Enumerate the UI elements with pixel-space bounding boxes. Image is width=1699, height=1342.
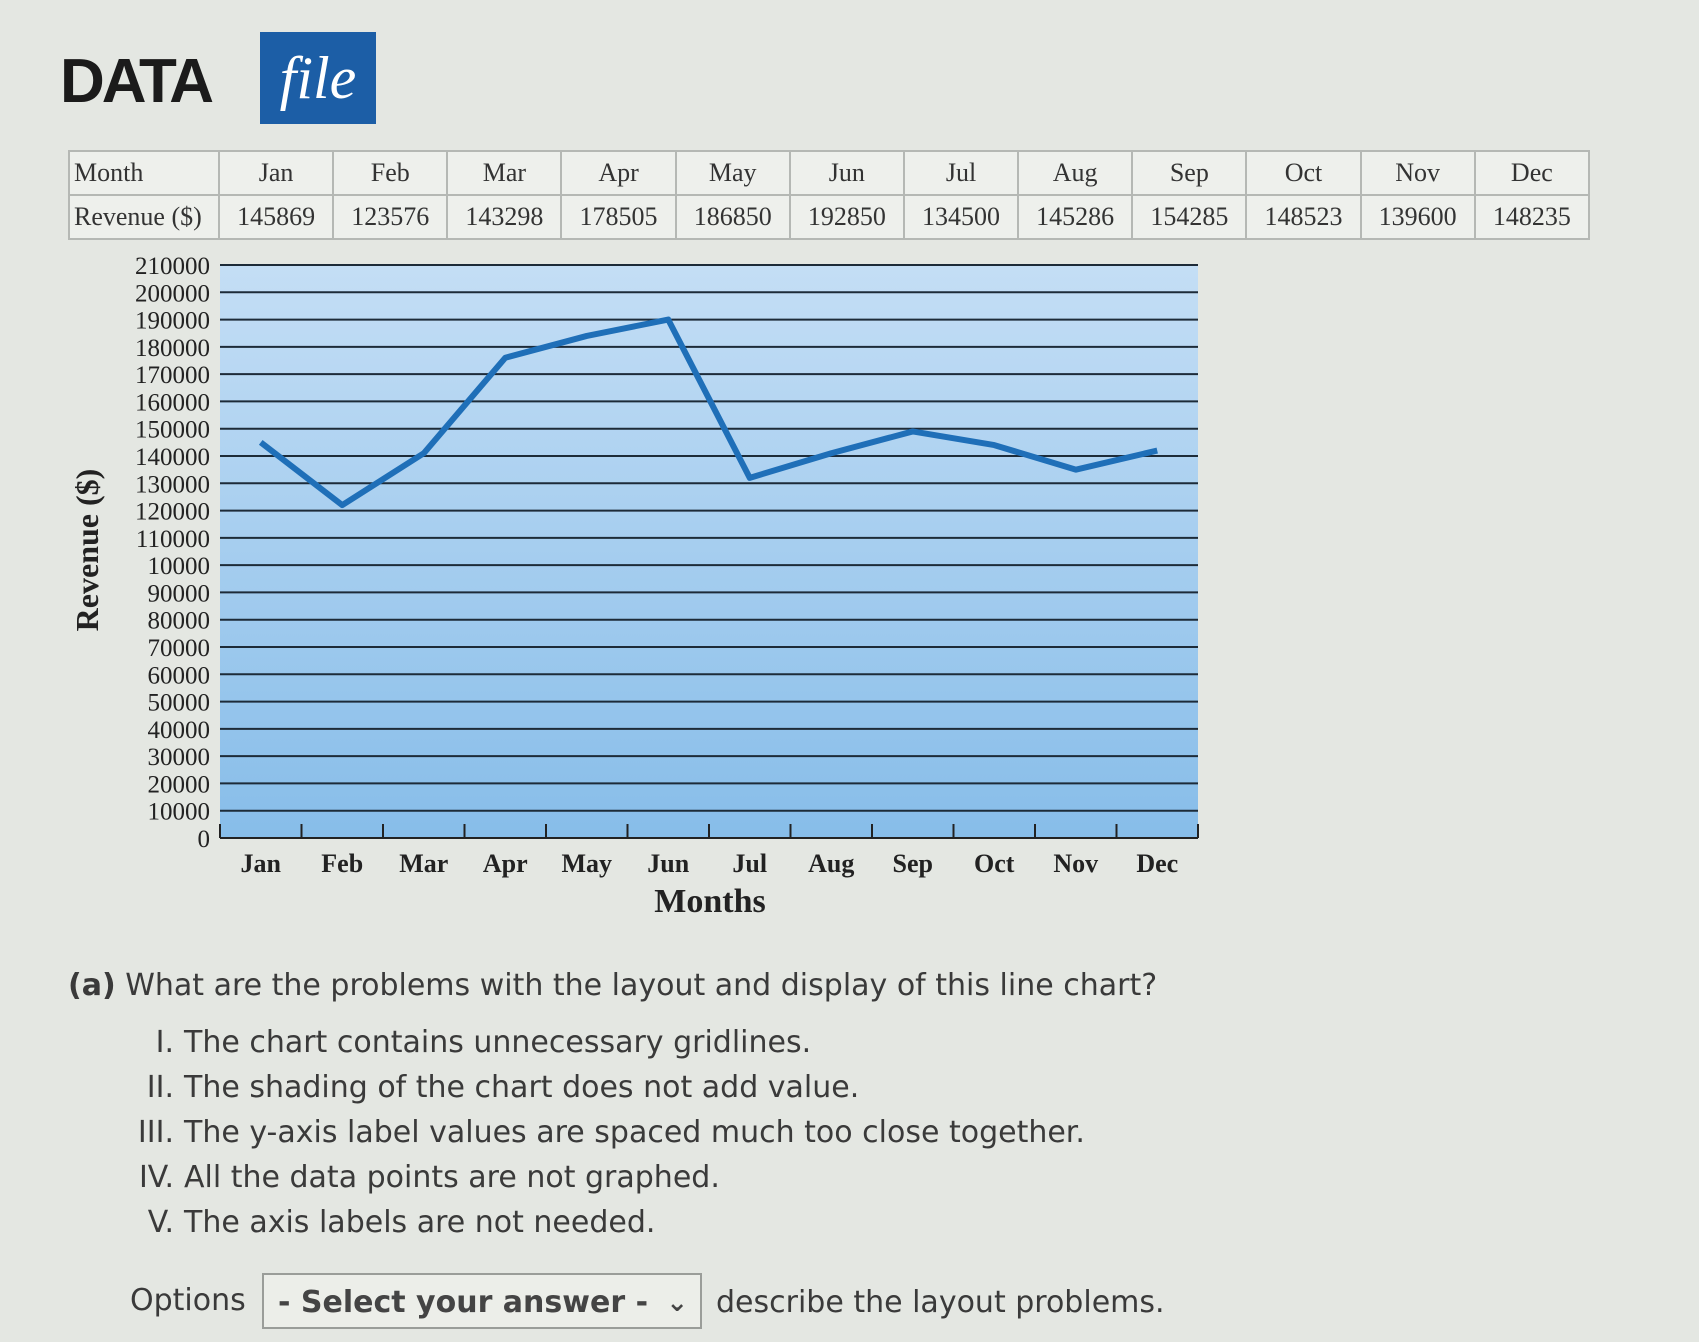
table-cell: Oct (1245, 150, 1362, 196)
table-cell: Nov (1359, 150, 1476, 196)
x-tick-label: Jun (647, 849, 689, 878)
table-row: Month Jan Feb Mar Apr May Jun Jul Aug Sep Oct Nov De… (68, 150, 1591, 196)
item-text: The y-axis label values are spaced much … (184, 1115, 1085, 1150)
x-tick-label: Feb (321, 849, 363, 878)
y-tick-label: 110000 (136, 526, 210, 553)
select-arrow: ⌄ (666, 1288, 688, 1318)
x-tick-label: Sep (893, 849, 933, 878)
item-text: The shading of the chart does not add va… (184, 1070, 860, 1105)
table-cell: 134500 (902, 194, 1020, 240)
table-cell: Aug (1017, 150, 1134, 196)
x-axis-label: Months (654, 883, 765, 920)
y-tick-label: 210000 (135, 253, 210, 280)
y-tick-label: 30000 (148, 744, 211, 771)
table-cell: Mar (446, 150, 563, 196)
y-tick-label: 90000 (148, 580, 211, 607)
table-row: Revenue ($) 145869 123576 143298 178505 18685… (68, 194, 1591, 240)
y-tick-label: 10000 (148, 799, 211, 826)
table-cell: 148235 (1473, 194, 1591, 240)
y-tick-label: 60000 (148, 662, 211, 689)
logo-data: DATA (60, 47, 214, 116)
table-cell: 154285 (1131, 194, 1248, 240)
item-numeral: V. (147, 1205, 174, 1240)
y-tick-label: 130000 (135, 471, 210, 498)
x-tick-label: Jan (241, 849, 282, 878)
y-axis-label: Revenue ($) (69, 469, 105, 632)
x-tick-label: Oct (974, 849, 1015, 878)
y-tick-label: 170000 (135, 362, 210, 389)
item-numeral: II. (146, 1070, 174, 1105)
y-tick-label: 140000 (135, 444, 210, 471)
x-tick-label: Aug (808, 849, 854, 878)
y-tick-label: 10000 (148, 553, 211, 580)
item-text: The chart contains unnecessary gridlines… (184, 1025, 812, 1060)
list-item: IV. All the data points are not graphed. (110, 1160, 720, 1195)
y-tick-label: 160000 (135, 389, 210, 416)
y-tick-label: 0 (198, 826, 211, 853)
x-tick-label: Mar (399, 849, 448, 878)
data-line (258, 316, 1158, 509)
options-label: Options (130, 1283, 246, 1318)
options-suffix: describe the layout problems. (716, 1285, 1165, 1320)
table-cell: Sep (1131, 150, 1248, 196)
list-item: I. The chart contains unnecessary gridlin… (110, 1025, 812, 1060)
list-item: III. The y-axis label values are spaced m… (110, 1115, 1085, 1150)
x-tick-label: Dec (1136, 849, 1178, 878)
item-text: The axis labels are not needed. (184, 1205, 656, 1240)
item-text: All the data points are not graphed. (184, 1160, 720, 1195)
data-table: Month Jan Feb Mar Apr May Jun Jul Aug Sep Oct Nov De… (68, 150, 1591, 240)
list-item: V. The axis labels are not needed. (110, 1205, 656, 1240)
plot-background (220, 265, 1198, 838)
y-tick-label: 80000 (148, 608, 211, 635)
y-tick-label: 40000 (148, 717, 211, 744)
table-cell: Jul (902, 150, 1020, 196)
y-tick-label: 180000 (135, 335, 210, 362)
select-placeholder: - Select your answer - (278, 1285, 649, 1320)
table-cell: 186850 (674, 194, 791, 240)
list-item: II. The shading of the chart does not add… (110, 1070, 859, 1105)
chart: Months Revenue ($) 010000200003000040000… (69, 253, 1199, 920)
question-text: What are the problems with the layout an… (125, 968, 1158, 1003)
table-cell: 192850 (788, 194, 905, 240)
item-numeral: I. (155, 1025, 174, 1060)
answer-select[interactable]: - Select your answer - ⌄ (262, 1273, 702, 1329)
y-tick-label: 20000 (148, 771, 211, 798)
y-tick-label: 200000 (135, 280, 210, 307)
table-cell: 178505 (560, 194, 677, 240)
y-tick-label: 190000 (135, 308, 210, 335)
y-tick-label: 50000 (148, 690, 211, 717)
y-tick-label: 150000 (135, 417, 210, 444)
table-cell: Dec (1473, 150, 1591, 196)
table-cell: Jan (217, 150, 335, 196)
table-cell: Jun (788, 150, 905, 196)
question: (a) What are the problems with the layou… (68, 968, 1157, 1003)
table-cell: 143298 (446, 194, 563, 240)
table-cell: 148523 (1245, 194, 1362, 240)
question-label: (a) (68, 968, 116, 1003)
table-cell: Feb (332, 150, 449, 196)
table-cell: 145286 (1017, 194, 1134, 240)
item-numeral: IV. (138, 1160, 174, 1195)
table-cell: May (674, 150, 791, 196)
x-tick-label: Apr (483, 849, 528, 878)
table-cell: 123576 (332, 194, 449, 240)
table-cell: Month (68, 150, 220, 196)
table-cell: 139600 (1359, 194, 1476, 240)
table-cell: 145869 (217, 194, 335, 240)
item-numeral: III. (137, 1115, 174, 1150)
x-tick-label: Jul (732, 849, 767, 878)
y-tick-label: 70000 (148, 635, 211, 662)
y-tick-label: 120000 (135, 499, 210, 526)
table-cell: Revenue ($) (68, 194, 220, 240)
table-cell: Apr (560, 150, 677, 196)
x-tick-label: Nov (1053, 849, 1098, 878)
logo-file: file (260, 32, 376, 124)
x-tick-label: May (561, 849, 612, 878)
